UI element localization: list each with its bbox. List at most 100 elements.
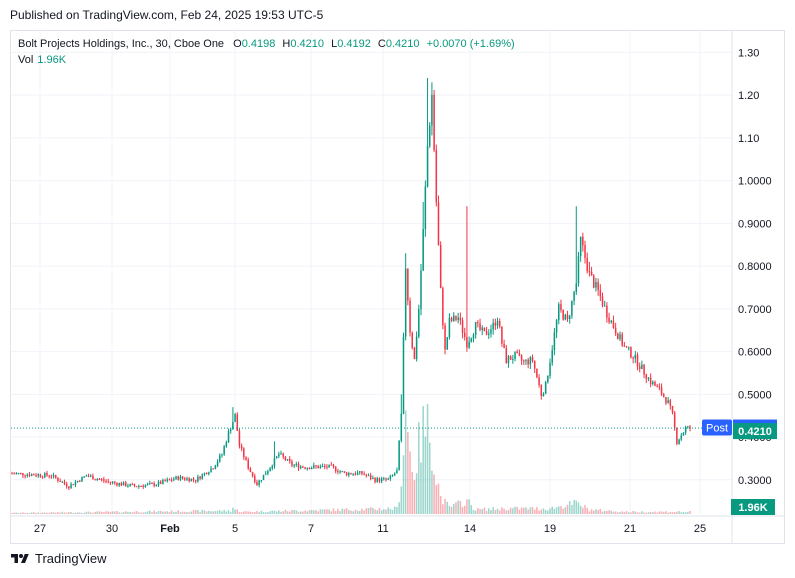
candle-body bbox=[455, 315, 457, 320]
candle-body bbox=[262, 474, 265, 481]
candle-body bbox=[98, 479, 101, 481]
candle-body bbox=[94, 479, 96, 481]
candle-body bbox=[492, 322, 494, 330]
volume-bar bbox=[33, 512, 35, 514]
x-tick-label: 21 bbox=[624, 523, 636, 535]
candle-body bbox=[667, 400, 669, 404]
volume-bar bbox=[426, 404, 429, 514]
volume-bar bbox=[192, 510, 195, 514]
last-price-tag bbox=[733, 423, 777, 440]
volume-bar bbox=[197, 510, 199, 514]
candle-body bbox=[687, 426, 689, 428]
candle-body bbox=[358, 471, 361, 473]
volume-bar bbox=[205, 511, 208, 514]
volume-bar bbox=[155, 512, 158, 514]
candle-body bbox=[461, 320, 464, 333]
volume-bar bbox=[577, 502, 580, 514]
y-tick-label: 1.20 bbox=[738, 90, 759, 102]
candle-body bbox=[280, 453, 282, 455]
candle-body bbox=[284, 456, 287, 461]
candle-body bbox=[407, 268, 409, 301]
volume-bar bbox=[280, 511, 282, 514]
candle-body bbox=[536, 368, 538, 378]
candle-body bbox=[684, 427, 687, 433]
volume-bar bbox=[411, 471, 414, 514]
candle-body bbox=[247, 459, 249, 469]
volume-bar bbox=[608, 510, 610, 514]
volume-bar bbox=[531, 507, 534, 514]
symbol-title[interactable]: Bolt Projects Holdings, Inc., 30, Cboe O… bbox=[18, 38, 225, 50]
candle-body bbox=[638, 366, 641, 370]
candle-body bbox=[124, 482, 127, 487]
volume-bar bbox=[662, 511, 665, 514]
volume-bar bbox=[593, 510, 595, 514]
candle-body bbox=[435, 149, 438, 203]
volume-bar bbox=[260, 510, 263, 514]
volume-bar bbox=[81, 512, 83, 514]
tradingview-brand[interactable]: TradingView bbox=[10, 551, 107, 566]
volume-bar bbox=[415, 473, 418, 514]
candle-body bbox=[236, 414, 239, 432]
volume-bar bbox=[433, 474, 435, 514]
volume-bar bbox=[481, 509, 483, 514]
volume-bar bbox=[284, 509, 287, 514]
volume-bar bbox=[264, 512, 267, 514]
candle-body bbox=[533, 360, 536, 369]
volume-bar bbox=[501, 507, 503, 514]
y-tick-label: 0.8000 bbox=[738, 261, 772, 273]
candle-body bbox=[52, 474, 55, 477]
candle-body bbox=[186, 478, 188, 480]
candle-body bbox=[595, 282, 597, 288]
candle-body bbox=[188, 478, 190, 482]
volume-bar bbox=[122, 511, 125, 514]
candle-body bbox=[192, 478, 195, 480]
candle-body bbox=[645, 374, 648, 379]
volume-label[interactable]: Vol bbox=[18, 54, 34, 66]
volume-bar bbox=[326, 509, 328, 514]
candle-body bbox=[632, 357, 634, 359]
volume-bar bbox=[424, 436, 427, 514]
volume-bar bbox=[586, 507, 588, 514]
volume-bar bbox=[24, 513, 26, 514]
volume-bar bbox=[275, 511, 278, 514]
candle-body bbox=[288, 458, 291, 462]
candle-body bbox=[140, 485, 142, 487]
volume-bar bbox=[227, 510, 230, 514]
volume-tag-value: 1.96K bbox=[738, 502, 767, 514]
candle-body bbox=[323, 465, 326, 467]
candle-body bbox=[523, 360, 525, 362]
candle-body bbox=[614, 327, 617, 334]
candle-body bbox=[424, 186, 427, 230]
candle-body bbox=[562, 309, 564, 320]
candle-body bbox=[582, 236, 584, 246]
candle-body bbox=[501, 326, 503, 344]
volume-bar bbox=[562, 508, 564, 514]
candle-body bbox=[503, 343, 505, 348]
volume-bar bbox=[59, 512, 61, 514]
chart-frame[interactable] bbox=[10, 30, 785, 544]
volume-bar bbox=[393, 506, 396, 514]
volume-bar bbox=[385, 509, 387, 514]
volume-bar bbox=[472, 509, 475, 514]
candle-body bbox=[479, 323, 481, 330]
candle-body bbox=[498, 320, 501, 327]
volume-bar bbox=[356, 510, 359, 514]
candle-body bbox=[383, 478, 385, 480]
candle-body bbox=[127, 485, 129, 487]
volume-bar bbox=[358, 510, 361, 514]
volume-bar bbox=[92, 512, 94, 514]
volume-bar bbox=[678, 511, 680, 514]
candle-body bbox=[83, 476, 85, 478]
candle-body bbox=[378, 478, 381, 482]
volume-bar bbox=[652, 512, 654, 514]
volume-bar bbox=[120, 512, 123, 514]
candle-body bbox=[652, 381, 654, 384]
volume-bar bbox=[26, 512, 29, 514]
candle-body bbox=[87, 475, 90, 477]
y-tick-label: 0.5000 bbox=[738, 389, 772, 401]
candle-body bbox=[566, 314, 569, 319]
x-tick-label: 19 bbox=[544, 523, 556, 535]
candle-body bbox=[402, 336, 405, 414]
candle-body bbox=[339, 471, 341, 473]
